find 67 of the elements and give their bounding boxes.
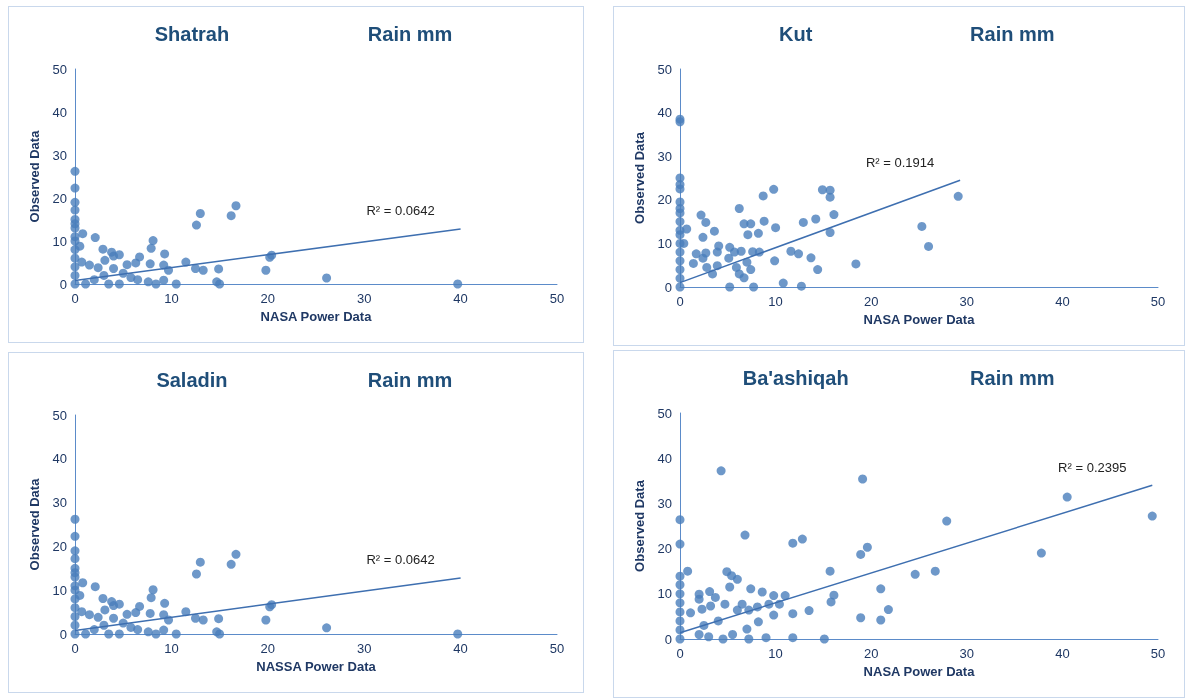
y-axis-title: Observed Data (27, 477, 42, 571)
chart-subtitle: Rain mm (970, 367, 1055, 389)
x-axis-title: NASA Power Data (863, 312, 976, 327)
x-tick-label: 10 (164, 641, 179, 656)
x-tick-label: 40 (1055, 294, 1070, 309)
x-tick-label: 30 (959, 646, 975, 661)
x-tick-label: 40 (1055, 646, 1070, 661)
x-tick-label: 30 (959, 294, 975, 309)
x-tick-label: 0 (676, 294, 684, 309)
x-axis-title: NASA Power Data (863, 664, 976, 679)
y-tick-label: 10 (52, 582, 67, 598)
x-tick-label: 10 (768, 646, 783, 661)
x-tick-label: 30 (356, 291, 372, 306)
y-tick-label: 30 (657, 495, 672, 511)
x-tick-label: 20 (260, 641, 276, 656)
y-tick-label: 0 (59, 626, 67, 642)
x-tick-label: 0 (676, 646, 684, 661)
x-tick-label: 0 (71, 291, 79, 306)
y-tick-label: 0 (59, 276, 67, 292)
y-tick-label: 50 (657, 405, 672, 421)
chart-title: Ba'ashiqah (742, 367, 849, 389)
y-tick-label: 20 (657, 541, 672, 557)
chart-title: Saladin (156, 369, 228, 391)
x-tick-label: 10 (768, 294, 783, 309)
y-tick-label: 30 (52, 495, 67, 511)
x-tick-label: 50 (1150, 294, 1166, 309)
y-tick-label: 40 (52, 451, 67, 467)
y-tick-label: 50 (657, 61, 672, 77)
x-tick-label: 50 (549, 641, 565, 656)
y-tick-label: 50 (52, 407, 67, 423)
y-tick-label: 20 (657, 192, 672, 208)
x-tick-label: 30 (356, 641, 372, 656)
x-tick-label: 20 (863, 294, 879, 309)
x-tick-label: 0 (71, 641, 79, 656)
chart-title: Kut (779, 23, 813, 45)
y-axis-title: Observed Data (632, 131, 647, 224)
chart-subtitle: Rain mm (970, 23, 1055, 45)
y-tick-label: 20 (52, 190, 67, 206)
annotation: R² = 0.1914 (865, 154, 935, 170)
x-tick-label: 20 (260, 291, 276, 306)
annotation: R² = 0.2395 (1058, 459, 1127, 475)
x-axis-title: NASSA Power Data (256, 659, 377, 674)
x-axis-title: NASA Power Data (260, 309, 373, 324)
x-tick-label: 20 (863, 646, 879, 661)
y-tick-label: 40 (657, 450, 672, 466)
chart-subtitle: Rain mm (367, 23, 453, 45)
y-tick-label: 10 (657, 586, 672, 602)
x-tick-label: 40 (453, 291, 468, 306)
x-tick-label: 50 (1150, 646, 1166, 661)
y-axis-title: Observed Data (27, 129, 42, 223)
y-axis-title: Observed Data (632, 479, 647, 572)
y-tick-label: 30 (52, 147, 67, 163)
y-tick-label: 0 (664, 279, 672, 295)
x-tick-label: 50 (549, 291, 565, 306)
y-tick-label: 40 (657, 105, 672, 121)
chart-title: Shatrah (154, 23, 230, 45)
y-tick-label: 40 (52, 104, 67, 120)
x-tick-label: 10 (164, 291, 179, 306)
y-tick-label: 10 (657, 235, 672, 251)
y-tick-label: 20 (52, 538, 67, 554)
y-tick-label: 10 (52, 233, 67, 249)
y-tick-label: 50 (52, 61, 67, 77)
chart-subtitle: Rain mm (367, 369, 453, 391)
y-tick-label: 30 (657, 148, 672, 164)
annotation: R² = 0.0642 (366, 203, 435, 219)
x-tick-label: 40 (453, 641, 468, 656)
annotation: R² = 0.0642 (366, 552, 435, 568)
